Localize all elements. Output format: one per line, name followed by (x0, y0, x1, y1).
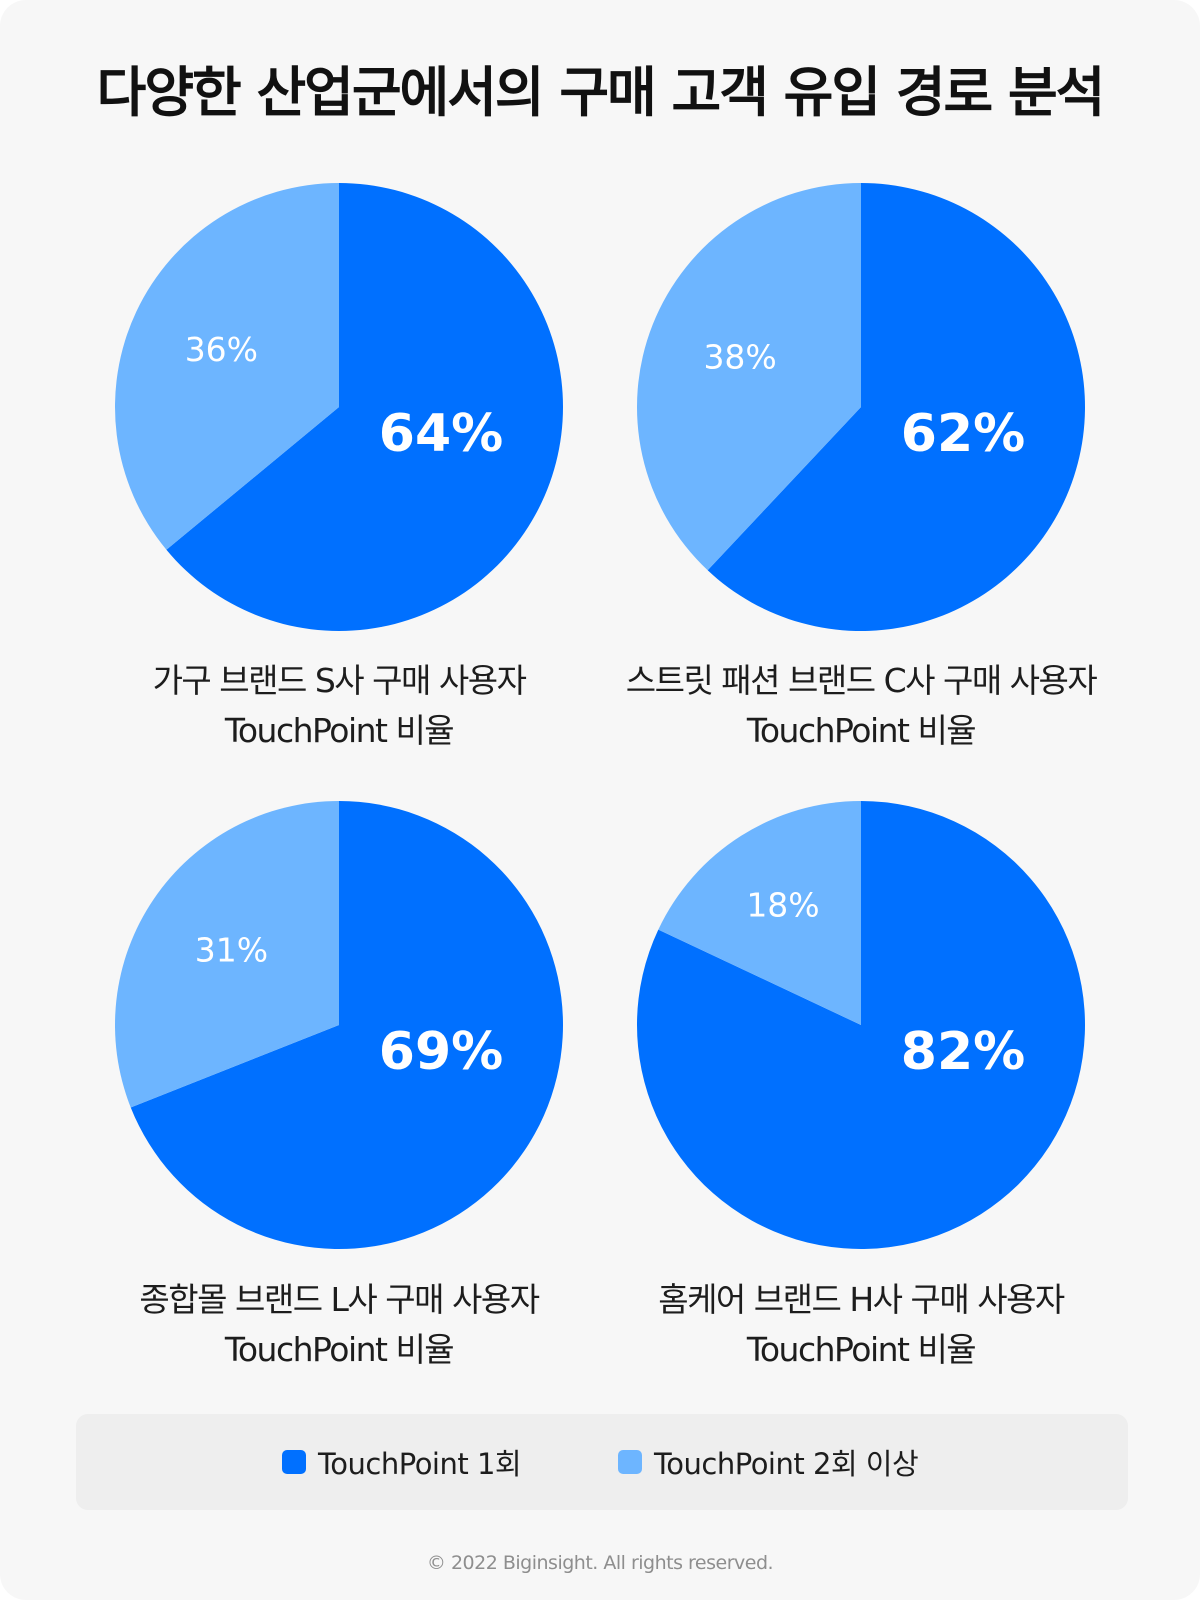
chart-caption-3: 종합몰 브랜드 L사 구매 사용자 TouchPoint 비율 (79, 1275, 599, 1375)
chart-caption-1-line1: 가구 브랜드 S사 구매 사용자 (152, 661, 527, 700)
chart-caption-4-line2: TouchPoint 비율 (746, 1330, 977, 1369)
pie-4-slice-touchpoint-2plus (658, 801, 861, 1025)
pie-2-slice-touchpoint-2plus (637, 183, 861, 571)
pie-1-slice-touchpoint-2plus (115, 183, 339, 550)
pie-charts-canvas: 64% 36% 62% 38% 69% 31% 82% 18% (115, 183, 1086, 1250)
pie-3-slice-touchpoint-1 (130, 801, 564, 1250)
pie-3-slice-touchpoint-2plus (115, 801, 339, 1108)
pie-3-label-touchpoint-2plus: 31% (195, 930, 268, 969)
pie-1-slice-touchpoint-1 (166, 183, 563, 632)
chart-caption-1-line2: TouchPoint 비율 (224, 711, 455, 750)
chart-caption-2: 스트릿 패션 브랜드 C사 구매 사용자 TouchPoint 비율 (601, 656, 1121, 756)
legend-label-touchpoint-2plus: TouchPoint 2회 이상 (654, 1447, 919, 1481)
pie-1-label-touchpoint-1: 64% (379, 404, 503, 464)
chart-caption-2-line2: TouchPoint 비율 (746, 711, 977, 750)
chart-caption-3-line1: 종합몰 브랜드 L사 구매 사용자 (139, 1280, 540, 1319)
chart-caption-3-line2: TouchPoint 비율 (224, 1330, 455, 1369)
pie-3-label-touchpoint-1: 69% (379, 1022, 503, 1082)
chart-caption-4-line1: 홈케어 브랜드 H사 구매 사용자 (658, 1280, 1065, 1319)
pie-1-label-touchpoint-2plus: 36% (185, 330, 258, 369)
chart-caption-1: 가구 브랜드 S사 구매 사용자 TouchPoint 비율 (79, 656, 599, 756)
chart-caption-4: 홈케어 브랜드 H사 구매 사용자 TouchPoint 비율 (601, 1275, 1121, 1375)
legend-item-touchpoint-1: TouchPoint 1회 (282, 1414, 522, 1510)
pie-2-slice-touchpoint-1 (707, 183, 1086, 631)
legend-item-touchpoint-2plus: TouchPoint 2회 이상 (618, 1414, 919, 1510)
page-title: 다양한 산업군에서의 구매 고객 유입 경로 분석 (96, 61, 1106, 124)
pie-2-label-touchpoint-1: 62% (901, 404, 1025, 464)
legend: TouchPoint 1회 TouchPoint 2회 이상 (76, 1414, 1128, 1510)
legend-swatch-touchpoint-1 (282, 1450, 306, 1474)
chart-caption-2-line1: 스트릿 패션 브랜드 C사 구매 사용자 (625, 661, 1098, 700)
pie-4-label-touchpoint-2plus: 18% (746, 886, 819, 925)
legend-label-touchpoint-1: TouchPoint 1회 (318, 1447, 522, 1481)
pie-2-label-touchpoint-2plus: 38% (703, 338, 776, 377)
pie-4-label-touchpoint-1: 82% (901, 1022, 1025, 1082)
legend-swatch-touchpoint-2plus (618, 1450, 642, 1474)
pie-4-slice-touchpoint-1 (637, 801, 1085, 1250)
copyright-footer: © 2022 Biginsight. All rights reserved. (426, 1552, 774, 1574)
